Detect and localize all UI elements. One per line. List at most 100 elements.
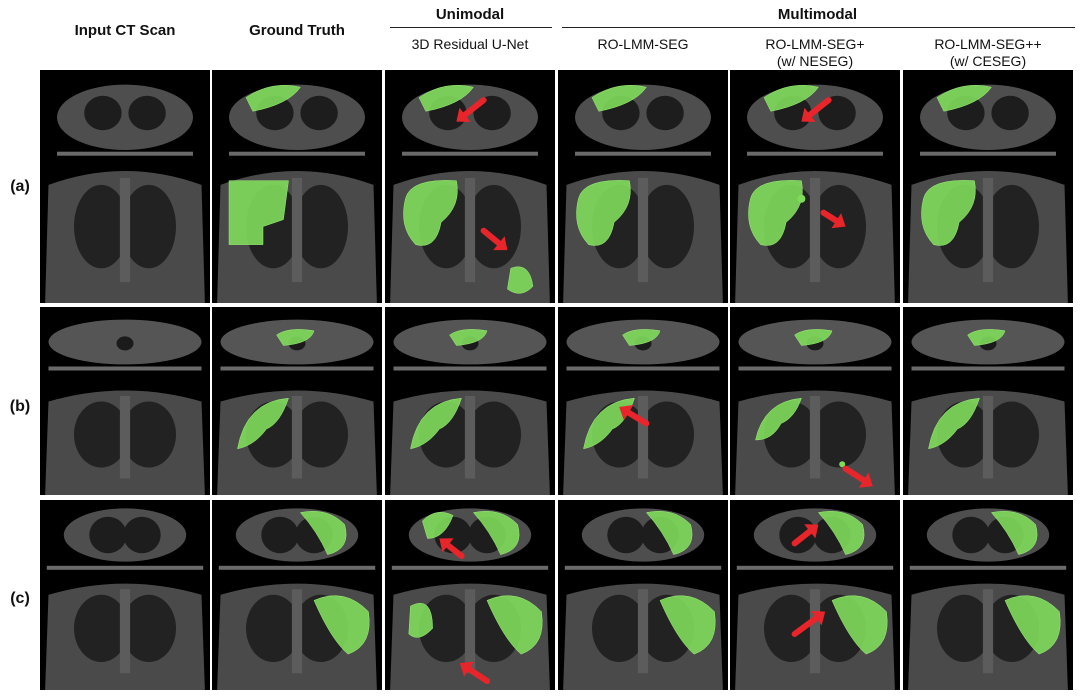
table xyxy=(229,151,365,156)
header-ro-lmm-seg-plus: RO-LMM-SEG+ (w/ NESEG) xyxy=(730,36,900,70)
ct-panel-c-unet xyxy=(385,500,555,690)
trachea xyxy=(116,336,134,351)
header-ro-lmm-seg-plusplus: RO-LMM-SEG++ (w/ CESEG) xyxy=(903,36,1073,70)
lung-right xyxy=(991,95,1029,131)
lung-left xyxy=(89,516,127,554)
segmentation-mask xyxy=(622,329,661,346)
ct-panel-c-ground-truth xyxy=(212,500,382,690)
red-arrow-icon xyxy=(791,610,826,637)
table xyxy=(46,565,204,570)
row-label-c: (c) xyxy=(10,590,30,607)
segmentation-mask xyxy=(794,329,833,346)
segmentation-mask xyxy=(237,397,289,450)
coronal-lung-right xyxy=(984,401,1039,468)
segmentation-mask xyxy=(410,397,462,450)
table xyxy=(911,366,1065,371)
segmentation-mask xyxy=(967,329,1006,346)
table xyxy=(747,151,883,156)
segmentation-mask xyxy=(936,85,992,112)
segmentation-mask xyxy=(797,194,806,203)
segmentation-mask xyxy=(921,180,976,246)
lung-right xyxy=(128,95,166,131)
segmentation-mask xyxy=(645,510,693,555)
ct-panel-a-unet xyxy=(385,70,555,303)
coronal-lung-right xyxy=(121,594,176,662)
ct-panel-a-input xyxy=(40,70,210,303)
table xyxy=(920,151,1056,156)
table xyxy=(393,366,547,371)
red-arrow-icon xyxy=(459,661,490,685)
table xyxy=(402,151,538,156)
lung-right xyxy=(123,516,161,554)
segmentation-mask xyxy=(313,595,370,655)
coronal-lung-right xyxy=(121,184,176,269)
spine xyxy=(464,589,476,674)
spine xyxy=(464,177,476,283)
segmentation-mask xyxy=(831,595,888,655)
spine xyxy=(637,177,649,283)
header-multimodal: Multimodal xyxy=(777,6,858,23)
red-arrow-icon xyxy=(480,227,508,251)
ct-panel-b-ground-truth xyxy=(212,307,382,495)
coronal-lung-left xyxy=(74,594,129,662)
segmentation-mask xyxy=(990,510,1038,555)
spine xyxy=(291,396,303,479)
spine xyxy=(291,177,303,283)
ct-panel-c-input xyxy=(40,500,210,690)
multimodal-rule xyxy=(562,27,1075,28)
lung-left xyxy=(261,516,299,554)
table xyxy=(57,151,193,156)
ct-panel-b-ro-lmm-seg xyxy=(558,307,728,495)
red-arrow-icon xyxy=(791,524,819,547)
axial-body xyxy=(920,84,1056,150)
segmentation-mask xyxy=(403,180,458,246)
coronal-lung-right xyxy=(639,184,694,269)
table xyxy=(218,565,376,570)
header-3d-residual-unet: 3D Residual U-Net xyxy=(411,36,529,52)
axial-body xyxy=(229,84,365,150)
segmentation-mask xyxy=(418,85,474,112)
header-unimodal: Unimodal xyxy=(435,6,505,23)
coronal-lung-left xyxy=(419,594,474,662)
coronal-lung-left xyxy=(764,594,819,662)
table xyxy=(909,565,1067,570)
segmentation-mask xyxy=(472,510,520,555)
segmentation-mask xyxy=(763,85,819,112)
table xyxy=(391,565,549,570)
segmentation-mask xyxy=(408,602,433,638)
coronal-lung-left xyxy=(74,184,129,269)
lung-left xyxy=(84,95,122,131)
spine xyxy=(291,589,303,674)
header-ro-lmm-seg-plusplus-line1: RO-LMM-SEG++ xyxy=(934,36,1042,52)
spine xyxy=(637,396,649,479)
coronal-lung-right xyxy=(121,401,176,468)
coronal-lung-right xyxy=(466,401,521,468)
row-label-b: (b) xyxy=(9,398,31,415)
segmentation-mask xyxy=(422,512,454,539)
lung-left xyxy=(779,516,817,554)
segmentation-mask xyxy=(449,329,488,346)
segmentation-mask xyxy=(591,85,647,112)
segmentation-mask xyxy=(576,180,631,246)
coronal-lung-left xyxy=(937,594,992,662)
header-ro-lmm-seg-plus-line2: (w/ NESEG) xyxy=(776,53,854,69)
header-ro-lmm-seg: RO-LMM-SEG xyxy=(597,36,689,52)
axial-body xyxy=(402,84,538,150)
coronal-lung-left xyxy=(592,594,647,662)
segmentation-mask xyxy=(299,510,347,555)
lung-left xyxy=(607,516,645,554)
ct-panel-b-unet xyxy=(385,307,555,495)
coronal-lung-right xyxy=(639,401,694,468)
header-input-ct-scan: Input CT Scan xyxy=(74,22,176,39)
row-label-a: (a) xyxy=(10,178,30,195)
header-ro-lmm-seg-plusplus-line2: (w/ CESEG) xyxy=(949,53,1027,69)
red-arrow-icon xyxy=(820,209,846,229)
spine xyxy=(982,396,994,479)
spine xyxy=(809,589,821,674)
table xyxy=(220,366,374,371)
table xyxy=(566,366,720,371)
spine xyxy=(809,396,821,479)
segmentation-mask xyxy=(817,510,865,555)
ct-panel-b-ro-lmm-seg-plusplus xyxy=(903,307,1073,495)
coronal-lung-right xyxy=(293,184,348,269)
